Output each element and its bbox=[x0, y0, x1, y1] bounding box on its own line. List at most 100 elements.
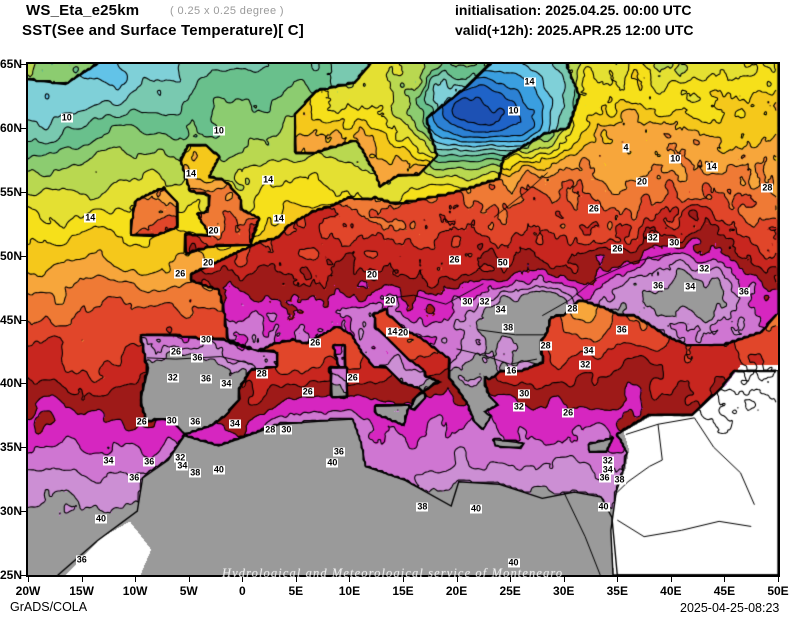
y-axis-tick bbox=[21, 575, 26, 576]
contour-value-label: 26 bbox=[448, 254, 461, 265]
contour-value-label: 36 bbox=[737, 286, 750, 297]
y-axis-tick bbox=[21, 64, 26, 65]
contour-value-label: 34 bbox=[102, 455, 115, 466]
contour-value-label: 14 bbox=[262, 174, 275, 185]
x-axis-tick bbox=[778, 577, 779, 582]
contour-value-label: 20 bbox=[397, 327, 410, 338]
x-axis-tick bbox=[510, 577, 512, 582]
contour-value-label: 28 bbox=[264, 424, 277, 435]
contour-value-label: 32 bbox=[478, 296, 491, 307]
valid-time-label: valid(+12h): 2025.APR.25 12:00 UTC bbox=[455, 22, 694, 38]
contour-value-label: 28 bbox=[539, 340, 552, 351]
y-axis-label: 25N bbox=[0, 568, 23, 582]
contour-value-label: 20 bbox=[384, 295, 397, 306]
y-axis-tick bbox=[21, 511, 26, 513]
contour-value-label: 28 bbox=[255, 368, 268, 379]
contour-value-label: 36 bbox=[199, 373, 213, 384]
contour-value-label: 28 bbox=[761, 182, 774, 193]
contour-value-label: 32 bbox=[698, 263, 711, 274]
contour-value-label: 36 bbox=[598, 472, 611, 483]
y-axis-label: 40N bbox=[0, 376, 23, 391]
x-axis-label: 0 bbox=[238, 584, 246, 598]
y-axis-label: 35N bbox=[0, 440, 23, 455]
grads-credit-label: GrADS/COLA bbox=[10, 600, 88, 614]
contour-value-label: 14 bbox=[272, 213, 285, 224]
x-axis-tick bbox=[295, 577, 297, 582]
contour-value-label: 40 bbox=[469, 503, 483, 514]
contour-value-label: 36 bbox=[75, 554, 88, 565]
y-axis-label: 45N bbox=[0, 312, 23, 327]
map-plot-area[interactable]: 10 10 14 14 14 14 20 20 26 14 10 4 10 14 20 26 28 26 32 30 3… bbox=[26, 62, 780, 577]
y-axis-label: 50N bbox=[0, 248, 23, 263]
x-axis-label: 15W bbox=[69, 584, 94, 598]
x-axis-tick bbox=[135, 577, 137, 582]
contour-value-label: 20 bbox=[207, 225, 220, 236]
contour-value-label: 30 bbox=[165, 415, 178, 426]
contour-value-label: 34 bbox=[601, 464, 614, 475]
contour-value-label: 26 bbox=[562, 407, 575, 418]
sst-contour-canvas bbox=[28, 64, 778, 575]
contour-value-label: 14 bbox=[84, 212, 97, 223]
model-name-label: WS_Eta_e25km bbox=[26, 2, 140, 19]
contour-value-label: 34 bbox=[220, 378, 233, 389]
x-axis-label: 30E bbox=[553, 584, 575, 598]
contour-value-label: 36 bbox=[128, 472, 141, 483]
contour-value-label: 34 bbox=[582, 345, 595, 356]
contour-value-label: 40 bbox=[94, 513, 108, 524]
contour-value-label: 30 bbox=[199, 334, 213, 345]
contour-value-label: 26 bbox=[611, 243, 624, 253]
contour-value-label: 32 bbox=[601, 455, 614, 466]
contour-value-label: 40 bbox=[212, 464, 225, 475]
contour-value-label: 36 bbox=[652, 280, 665, 291]
contour-value-label: 26 bbox=[135, 416, 148, 427]
contour-value-label: 40 bbox=[507, 557, 520, 568]
y-axis-label: 30N bbox=[0, 504, 23, 519]
x-axis-tick bbox=[563, 577, 565, 582]
contour-value-label: 26 bbox=[346, 372, 359, 383]
contour-value-label: 20 bbox=[366, 269, 379, 280]
x-axis-label: 5E bbox=[288, 584, 304, 598]
x-axis-tick bbox=[724, 577, 726, 582]
x-axis-label: 20E bbox=[445, 584, 468, 598]
contour-value-label: 34 bbox=[684, 281, 697, 292]
resolution-label: ( 0.25 x 0.25 degree ) bbox=[170, 5, 284, 17]
contour-value-label: 36 bbox=[143, 456, 156, 467]
contour-value-label: 26 bbox=[587, 203, 600, 214]
y-axis-label: 60N bbox=[0, 120, 23, 135]
contour-value-label: 50 bbox=[496, 257, 509, 268]
contour-value-label: 38 bbox=[416, 501, 429, 512]
contour-value-label: 36 bbox=[615, 324, 628, 335]
contour-value-label: 10 bbox=[60, 112, 73, 123]
contour-value-label: 32 bbox=[579, 359, 592, 370]
x-axis-label: 40E bbox=[660, 584, 682, 598]
x-axis-tick bbox=[349, 577, 351, 582]
contour-value-label: 32 bbox=[174, 452, 187, 463]
contour-value-label: 14 bbox=[386, 326, 399, 337]
x-axis-label: 50E bbox=[767, 584, 789, 598]
contour-value-label: 38 bbox=[613, 474, 626, 485]
contour-value-label: 14 bbox=[705, 161, 718, 172]
x-axis-label: 20W bbox=[15, 584, 41, 598]
y-axis-tick bbox=[21, 447, 26, 449]
x-axis-label: 10W bbox=[122, 584, 148, 598]
x-axis-tick bbox=[242, 577, 244, 582]
contour-value-label: 40 bbox=[597, 501, 610, 512]
contour-value-label: 30 bbox=[280, 424, 293, 435]
contour-value-label: 38 bbox=[502, 322, 515, 333]
contour-value-label: 28 bbox=[566, 303, 579, 314]
contour-value-label: 36 bbox=[332, 446, 345, 457]
initialisation-time-label: initialisation: 2025.04.25. 00:00 UTC bbox=[455, 2, 692, 18]
generation-timestamp-label: 2025-04-25-08:23 bbox=[680, 601, 780, 615]
contour-value-label: 32 bbox=[512, 401, 525, 412]
contour-value-label: 34 bbox=[228, 418, 241, 429]
y-axis-tick bbox=[21, 319, 26, 321]
contour-value-label: 26 bbox=[174, 268, 187, 279]
contour-value-label: 30 bbox=[518, 388, 531, 399]
contour-value-label: 30 bbox=[668, 237, 681, 248]
contour-value-label: 20 bbox=[202, 257, 215, 268]
x-axis-tick bbox=[670, 577, 672, 582]
x-axis-tick bbox=[456, 577, 458, 582]
y-axis-label: 65N bbox=[0, 57, 23, 71]
contour-value-label: 26 bbox=[301, 386, 314, 397]
